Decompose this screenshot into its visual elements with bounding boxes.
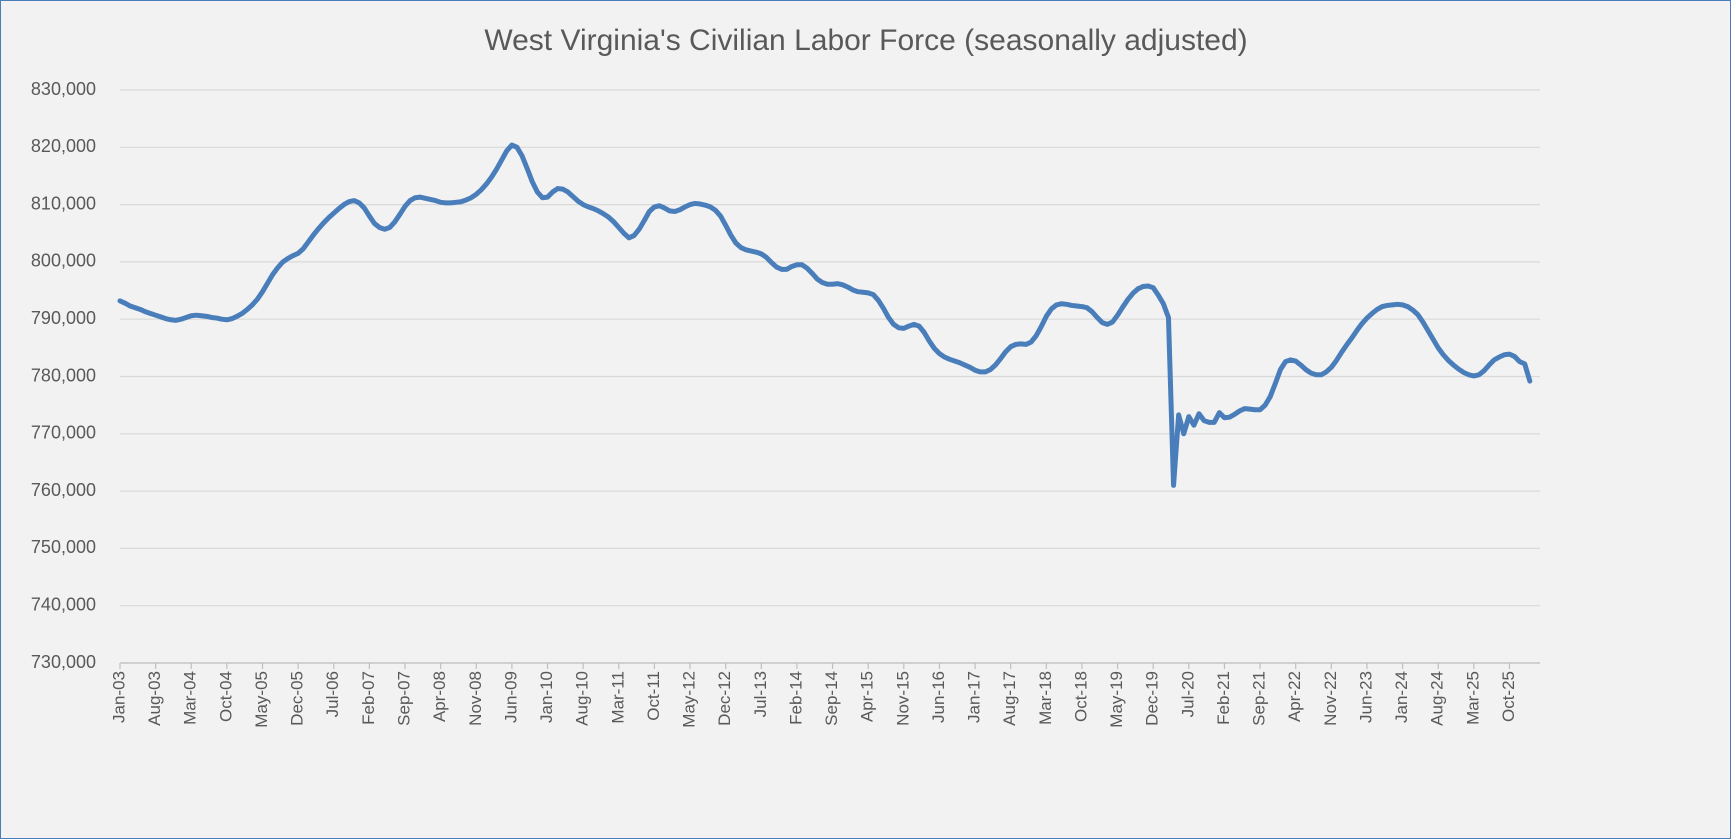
x-tick-label: May-12 (680, 671, 699, 728)
x-tick-label: Mar-11 (608, 671, 627, 724)
x-tick-label: Jan-03 (109, 671, 128, 723)
x-tick-label: Dec-19 (1143, 671, 1162, 726)
x-tick-label: Jun-09 (501, 671, 520, 723)
x-tick-label: Dec-12 (715, 671, 734, 726)
x-tick-label: Nov-15 (893, 671, 912, 726)
x-tick-label: Feb-07 (359, 671, 378, 725)
x-tick-label: Dec-05 (288, 671, 307, 726)
x-tick-label: Apr-15 (858, 671, 877, 722)
x-tick-label: Sep-07 (395, 671, 414, 726)
x-tick-label: Aug-03 (145, 671, 164, 726)
x-tick-label: Apr-22 (1285, 671, 1304, 722)
y-tick-label: 800,000 (31, 251, 96, 271)
x-tick-label: Apr-08 (430, 671, 449, 722)
x-tick-label: Oct-18 (1071, 671, 1090, 722)
y-tick-label: 790,000 (31, 308, 96, 328)
x-tick-label: Jan-17 (965, 671, 984, 723)
chart-title: West Virginia's Civilian Labor Force (se… (484, 24, 1247, 57)
y-tick-label: 810,000 (31, 193, 96, 213)
x-tick-label: Oct-11 (644, 671, 663, 721)
x-tick-label: Nov-08 (466, 671, 485, 726)
x-tick-label: May-05 (252, 671, 271, 728)
x-tick-label: Mar-25 (1463, 671, 1482, 725)
x-tick-label: Aug-24 (1428, 671, 1447, 726)
x-tick-label: Jan-24 (1392, 671, 1411, 723)
x-tick-label: Nov-22 (1321, 671, 1340, 726)
y-tick-label: 750,000 (31, 537, 96, 557)
y-tick-label: 830,000 (31, 79, 96, 99)
y-tick-label: 770,000 (31, 423, 96, 443)
x-tick-label: Aug-10 (573, 671, 592, 726)
y-tick-label: 730,000 (31, 652, 96, 672)
x-tick-label: Sep-14 (822, 671, 841, 726)
x-tick-label: May-19 (1107, 671, 1126, 728)
data-line (117, 142, 1533, 488)
x-tick-label: Jan-10 (537, 671, 556, 723)
y-tick-label: 740,000 (31, 594, 96, 614)
x-tick-label: Oct-25 (1499, 671, 1518, 722)
x-tick-label: Mar-18 (1036, 671, 1055, 725)
x-tick-label: Feb-21 (1214, 671, 1233, 725)
x-tick-label: Jul-06 (323, 671, 342, 717)
y-tick-label: 820,000 (31, 136, 96, 156)
x-tick-label: Sep-21 (1250, 671, 1269, 726)
x-tick-label: Aug-17 (1000, 671, 1019, 726)
x-tick-label: Jun-16 (929, 671, 948, 723)
y-tick-label: 760,000 (31, 480, 96, 500)
x-tick-label: Feb-14 (786, 671, 805, 725)
x-tick-label: Oct-04 (216, 671, 235, 722)
y-tick-label: 780,000 (31, 365, 96, 385)
x-tick-label: Jul-20 (1178, 671, 1197, 717)
x-tick-label: Jul-13 (751, 671, 770, 717)
x-tick-label: Jun-23 (1356, 671, 1375, 723)
x-tick-label: Mar-04 (181, 671, 200, 725)
